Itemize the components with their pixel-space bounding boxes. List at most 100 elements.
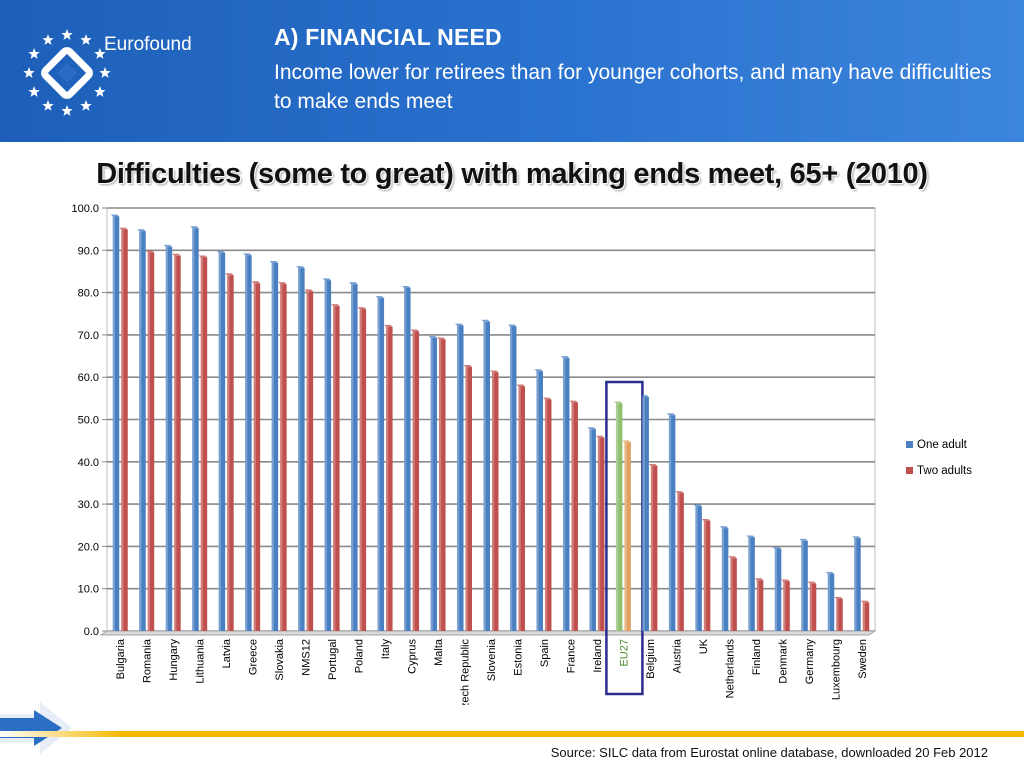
bar-two-adults (119, 227, 128, 631)
y-tick-label: 20.0 (78, 541, 99, 553)
bar-one-adult (825, 571, 835, 631)
bar-one-adult (216, 250, 226, 631)
bar-one-adult (349, 282, 358, 631)
x-tick-label: Slovakia (274, 638, 286, 680)
legend-label: Two adults (917, 465, 972, 477)
x-tick-label: Belgium (645, 639, 657, 679)
legend-swatch (906, 467, 913, 474)
logo-star (28, 86, 40, 97)
x-tick-label: Cyprus (407, 639, 419, 674)
chart-floor (99, 630, 877, 636)
x-tick-label: Estonia (512, 638, 524, 676)
logo-star (94, 48, 106, 59)
bar-two-adults (490, 370, 499, 631)
bar-two-adults (542, 397, 552, 631)
x-tick-label: Slovenia (486, 638, 498, 681)
x-tick-label: Bulgaria (115, 638, 127, 679)
logo-star (28, 48, 40, 59)
bar-two-adults (198, 255, 208, 631)
bar-one-adult (640, 395, 649, 631)
bar-one-adult (402, 285, 411, 631)
header-title: A) FINANCIAL NEED (274, 24, 502, 50)
x-tick-label: Spain (539, 639, 551, 667)
legend-swatch (906, 441, 913, 448)
bar-two-adults (384, 324, 393, 631)
bar-two-adults (278, 282, 287, 631)
y-tick-label: 50.0 (78, 415, 99, 427)
x-tick-label: Finland (751, 639, 763, 675)
x-tick-label: NMS12 (301, 639, 313, 676)
x-tick-label: Romania (142, 638, 154, 683)
x-tick-label: Netherlands (724, 639, 736, 699)
bar-one-adult (799, 538, 808, 631)
footer-divider (0, 731, 1024, 737)
bar-one-adult (110, 214, 120, 631)
bar-two-adults (701, 519, 711, 631)
x-tick-label: Austria (671, 638, 683, 673)
bar-two-adults (834, 596, 843, 631)
x-tick-label: EU27 (618, 639, 630, 667)
bar-two-adults (145, 250, 155, 631)
bar-one-adult (507, 324, 517, 631)
bar-two-adults (331, 304, 340, 631)
bar-two-adults (463, 365, 473, 631)
y-tick-label: 40.0 (78, 457, 99, 469)
bar-one-adult (243, 253, 252, 631)
bar-one-adult (693, 504, 702, 631)
y-tick-label: 100.0 (71, 203, 99, 215)
logo-star (42, 99, 54, 111)
x-tick-label: UK (698, 638, 710, 654)
bar-two-adults (622, 440, 631, 631)
x-tick-label: Germany (804, 639, 816, 685)
bar-one-adult (428, 335, 438, 631)
bar-two-adults (437, 337, 446, 631)
arrow-icon (0, 702, 72, 754)
bar-two-adults (728, 556, 737, 631)
chart-title: Difficulties (some to great) with making… (96, 158, 928, 190)
bar-one-adult (455, 323, 464, 631)
bar-chart: 0.0 10.0 20.0 30.0 40.0 50.0 60.0 70.0 80.0 90.0 1… (71, 203, 972, 705)
bar-two-adults (860, 600, 870, 631)
x-tick-label: Lithuania (195, 638, 207, 684)
logo-star (80, 99, 92, 111)
y-tick-label: 90.0 (78, 245, 99, 257)
bar-one-adult (746, 535, 755, 631)
bar-one-adult (481, 319, 490, 631)
x-tick-label: Sweden (857, 639, 869, 679)
bar-one-adult (719, 526, 729, 631)
x-tick-label: Hungary (168, 639, 180, 681)
bar-two-adults (410, 329, 420, 631)
x-tick-label: Italy (380, 639, 392, 660)
bar-two-adults (648, 464, 658, 631)
header-subtitle: Income lower for retirees than for young… (274, 61, 992, 113)
bar-two-adults (225, 273, 234, 631)
x-tick-label: Portugal (327, 639, 339, 680)
bar-two-adults (807, 581, 817, 631)
bar-one-adult (296, 266, 305, 631)
y-tick-label: 30.0 (78, 499, 99, 511)
x-tick-label: Ireland (592, 639, 604, 673)
y-tick-label: 60.0 (78, 372, 99, 384)
x-tick-label: Poland (354, 639, 366, 673)
logo-star (23, 67, 35, 78)
logo-star (80, 34, 92, 45)
logo-star (94, 86, 106, 97)
bar-two-adults (516, 384, 525, 631)
bar-one-adult (137, 229, 146, 631)
x-tick-label: Czech Republic (460, 639, 472, 705)
bar-one-adult (534, 369, 543, 631)
bar-one-adult (587, 427, 596, 631)
bar-one-adult (613, 401, 623, 631)
bar-one-adult (560, 356, 570, 631)
logo-text: Eurofound (104, 34, 192, 55)
bar-one-adult (852, 536, 861, 631)
bar-one-adult (190, 226, 199, 631)
bar-two-adults (781, 579, 790, 631)
bar-two-adults (595, 435, 605, 631)
y-tick-label: 70.0 (78, 330, 99, 342)
logo-star (99, 67, 111, 78)
bar-two-adults (754, 578, 764, 631)
header-banner: Eurofound A) FINANCIAL NEED Income lower… (0, 0, 1024, 142)
x-tick-label: Denmark (777, 639, 789, 684)
bar-two-adults (357, 307, 367, 631)
